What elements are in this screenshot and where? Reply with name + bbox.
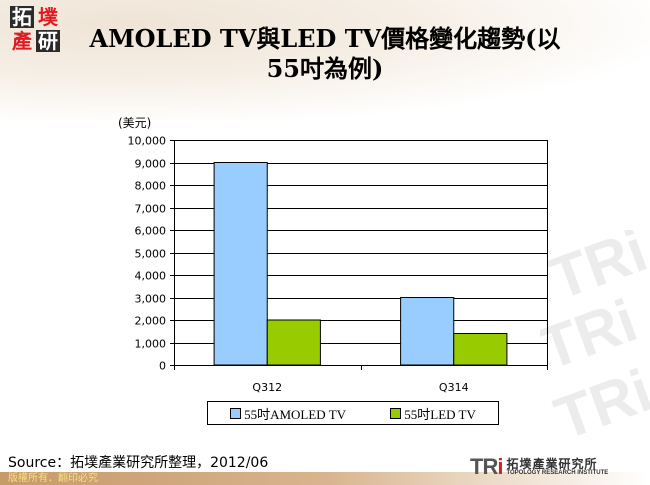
legend-swatch-led xyxy=(390,407,402,419)
tri-logo: TRi 拓墣產業研究所 TOPOLOGY RESEARCH INSTITUTE xyxy=(470,454,608,480)
legend-item-amoled: 55吋AMOLED TV xyxy=(230,404,346,423)
logo-char: 拓 xyxy=(10,5,34,29)
logo-char: 研 xyxy=(36,29,60,53)
logo-char: 產 xyxy=(12,29,32,53)
y-tick-label: 7,000 xyxy=(135,203,167,216)
legend-label-led: 55吋LED TV xyxy=(404,406,476,422)
tri-logo-mark: TRi xyxy=(470,454,503,479)
copyright-notice: 版權所有．翻印必究 xyxy=(8,473,98,484)
topology-logo: 拓 墣 產 研 xyxy=(10,6,62,52)
title-line-2: 55吋為例) xyxy=(266,54,384,83)
y-tick-label: 0 xyxy=(159,360,166,373)
x-tick-label: Q312 xyxy=(252,381,282,394)
bars xyxy=(213,162,508,366)
title-line-1: AMOLED TV與LED TV價格變化趨勢(以 xyxy=(89,24,561,53)
y-tick-label: 4,000 xyxy=(135,270,167,283)
y-tick-label: 1,000 xyxy=(135,338,167,351)
bar-Q314-1 xyxy=(453,333,508,366)
y-tick-label: 2,000 xyxy=(135,315,167,328)
legend-item-led: 55吋LED TV xyxy=(390,404,476,423)
y-axis-unit: (美元) xyxy=(118,116,152,130)
bar-Q312-0 xyxy=(213,162,268,366)
bar-Q312-1 xyxy=(266,319,321,366)
y-tick-labels: 0 1,000 2,000 3,000 4,000 5,000 6,000 7,000 8,00… xyxy=(128,135,167,373)
logo-char: 墣 xyxy=(38,5,58,29)
y-tick-label: 3,000 xyxy=(135,293,167,306)
axes xyxy=(170,140,548,370)
y-tick-label: 9,000 xyxy=(135,158,167,171)
x-tick-label: Q314 xyxy=(439,381,469,394)
y-tick-label: 5,000 xyxy=(135,248,167,261)
slide-title: AMOLED TV與LED TV價格變化趨勢(以 55吋為例) xyxy=(80,24,570,84)
tri-logo-en: TOPOLOGY RESEARCH INSTITUTE xyxy=(506,470,609,476)
chart-legend: 55吋AMOLED TV 55吋LED TV xyxy=(207,401,499,425)
y-tick-label: 8,000 xyxy=(135,180,167,193)
legend-label-amoled: 55吋AMOLED TV xyxy=(244,406,347,422)
legend-swatch-amoled xyxy=(230,407,242,419)
y-tick-label: 6,000 xyxy=(135,225,167,238)
background-map xyxy=(0,0,650,120)
footer-bar xyxy=(0,472,650,485)
x-tick-labels: Q312 Q314 xyxy=(252,381,468,394)
tri-logo-cn: 拓墣產業研究所 xyxy=(506,457,598,471)
bar-Q314-0 xyxy=(400,297,455,366)
y-tick-label: 10,000 xyxy=(128,135,167,148)
source-note: Source：拓墣產業研究所整理，2012/06 xyxy=(8,455,269,471)
